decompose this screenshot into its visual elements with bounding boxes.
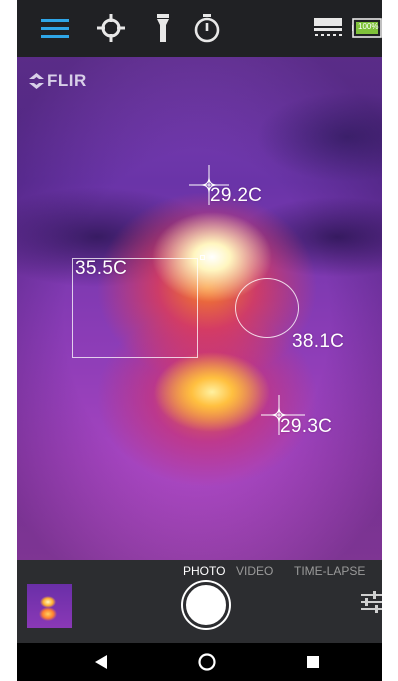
last-capture-thumbnail[interactable] [27,584,72,628]
crosshair-spot-icon[interactable] [95,12,127,44]
recents-square-icon[interactable] [303,652,323,672]
sliders-settings-icon[interactable] [360,590,382,614]
lower-spot-crosshair-icon[interactable] [261,395,305,435]
thermal-viewfinder[interactable]: FLIR 29.2C 35.5C 38.1C 29.3C [17,57,382,560]
flir-mark-icon [29,73,44,89]
flashlight-icon[interactable] [147,12,179,44]
mode-time-lapse[interactable]: TIME-LAPSE [294,564,366,578]
lower-spot-temperature: 29.3C [280,416,333,437]
system-navigation-bar [17,643,382,681]
battery-label: 100% [358,22,379,31]
shutter-button[interactable] [183,582,229,628]
brand-label: FLIR [47,71,87,90]
capture-controls: PHOTO VIDEO TIME-LAPSE [17,560,382,643]
phone-screen: 100% FLIR 29.2C 35.5C 38.1C [17,0,382,681]
hamburger-menu-icon[interactable] [39,12,71,44]
measurement-circle[interactable] [235,278,299,338]
back-triangle-icon[interactable] [91,652,111,672]
circle-temperature: 38.1C [292,331,345,352]
spot-temperature: 29.2C [210,185,263,206]
box-temperature: 35.5C [75,258,128,279]
spot-meter-crosshair-icon[interactable] [189,165,229,205]
timer-icon[interactable] [191,12,223,44]
measurement-box[interactable] [72,258,198,358]
mode-photo[interactable]: PHOTO [183,564,226,578]
viewfinder-vignette [17,57,382,560]
flir-logo: FLIR [29,71,87,91]
box-handle[interactable] [200,255,205,260]
home-circle-icon[interactable] [197,652,217,672]
battery-icon: 100% [352,12,382,44]
top-toolbar: 100% [17,0,382,57]
mode-video[interactable]: VIDEO [236,564,274,578]
storage-icon[interactable] [311,12,345,44]
